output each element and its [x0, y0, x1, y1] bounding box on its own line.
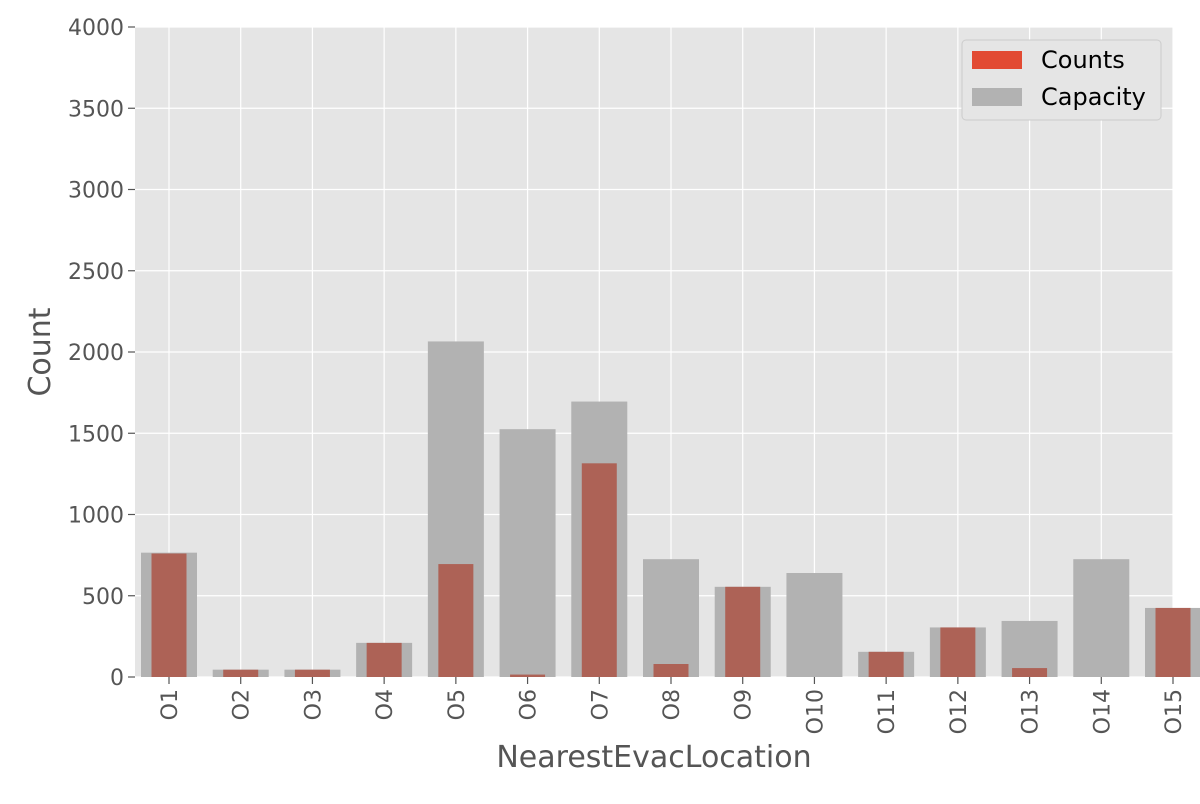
legend: Counts Capacity: [961, 39, 1162, 121]
x-tick-label: O4: [373, 689, 398, 720]
legend-swatch-capacity: [972, 88, 1022, 106]
legend-label-counts: Counts: [1041, 46, 1125, 74]
x-tick-label: O3: [301, 689, 326, 720]
x-tick-label: O2: [230, 689, 255, 720]
x-tick-label: O1: [158, 689, 183, 720]
x-tick-label: O14: [1090, 689, 1115, 734]
counts-bars: [151, 463, 1191, 677]
counts-bar-O5: [438, 564, 474, 677]
counts-bar-O9: [725, 586, 761, 677]
x-tick-label: O7: [588, 689, 613, 720]
x-tick-label: O10: [803, 689, 828, 734]
x-axis-label: NearestEvacLocation: [496, 740, 811, 775]
counts-bar-O12: [940, 627, 976, 677]
y-tick-label: 3000: [68, 179, 124, 204]
y-tick-label: 500: [82, 585, 124, 610]
x-tick-label: O13: [1019, 689, 1044, 734]
capacity-bar-O6: [499, 429, 556, 677]
x-tick-label: O6: [517, 689, 542, 720]
x-tick-label: O12: [947, 689, 972, 734]
capacity-bar-O13: [1001, 620, 1058, 677]
counts-bar-O3: [294, 669, 330, 677]
legend-swatch-counts: [972, 51, 1022, 69]
y-tick-label: 4000: [68, 16, 124, 41]
y-tick-label: 1000: [68, 504, 124, 529]
y-axis-label: Count: [23, 307, 58, 396]
x-tick-label: O8: [660, 689, 685, 720]
x-tick-label: O15: [1162, 689, 1187, 734]
x-tick-label: O5: [445, 689, 470, 720]
y-axis-ticks: 0 500 1000 1500 2000 2500 3000 3500 4000: [68, 16, 135, 691]
counts-bar-O11: [868, 651, 904, 677]
y-tick-label: 3500: [68, 97, 124, 122]
capacity-bar-O8: [643, 559, 699, 677]
x-axis-ticks: O1 O2 O3 O4 O5 O6 O7 O8 O9 O10 O11 O12 O13 O14 O15: [158, 677, 1187, 734]
y-tick-label: 2500: [68, 260, 124, 285]
counts-bar-O6: [510, 674, 546, 677]
counts-bar-O4: [366, 642, 402, 677]
x-tick-label: O11: [875, 689, 900, 734]
y-tick-label: 2000: [68, 341, 124, 366]
counts-bar-O1: [151, 553, 187, 677]
capacity-bar-O10: [786, 573, 843, 677]
x-tick-label: O9: [732, 689, 757, 720]
capacity-bar-O14: [1073, 559, 1130, 677]
counts-bar-O8: [653, 664, 689, 677]
y-tick-label: 0: [110, 666, 124, 691]
counts-bar-O7: [581, 463, 617, 677]
legend-label-capacity: Capacity: [1041, 83, 1146, 111]
counts-bar-O13: [1012, 668, 1048, 677]
counts-bar-O15: [1155, 607, 1191, 677]
y-tick-label: 1500: [68, 422, 124, 447]
counts-bar-O2: [223, 669, 259, 677]
